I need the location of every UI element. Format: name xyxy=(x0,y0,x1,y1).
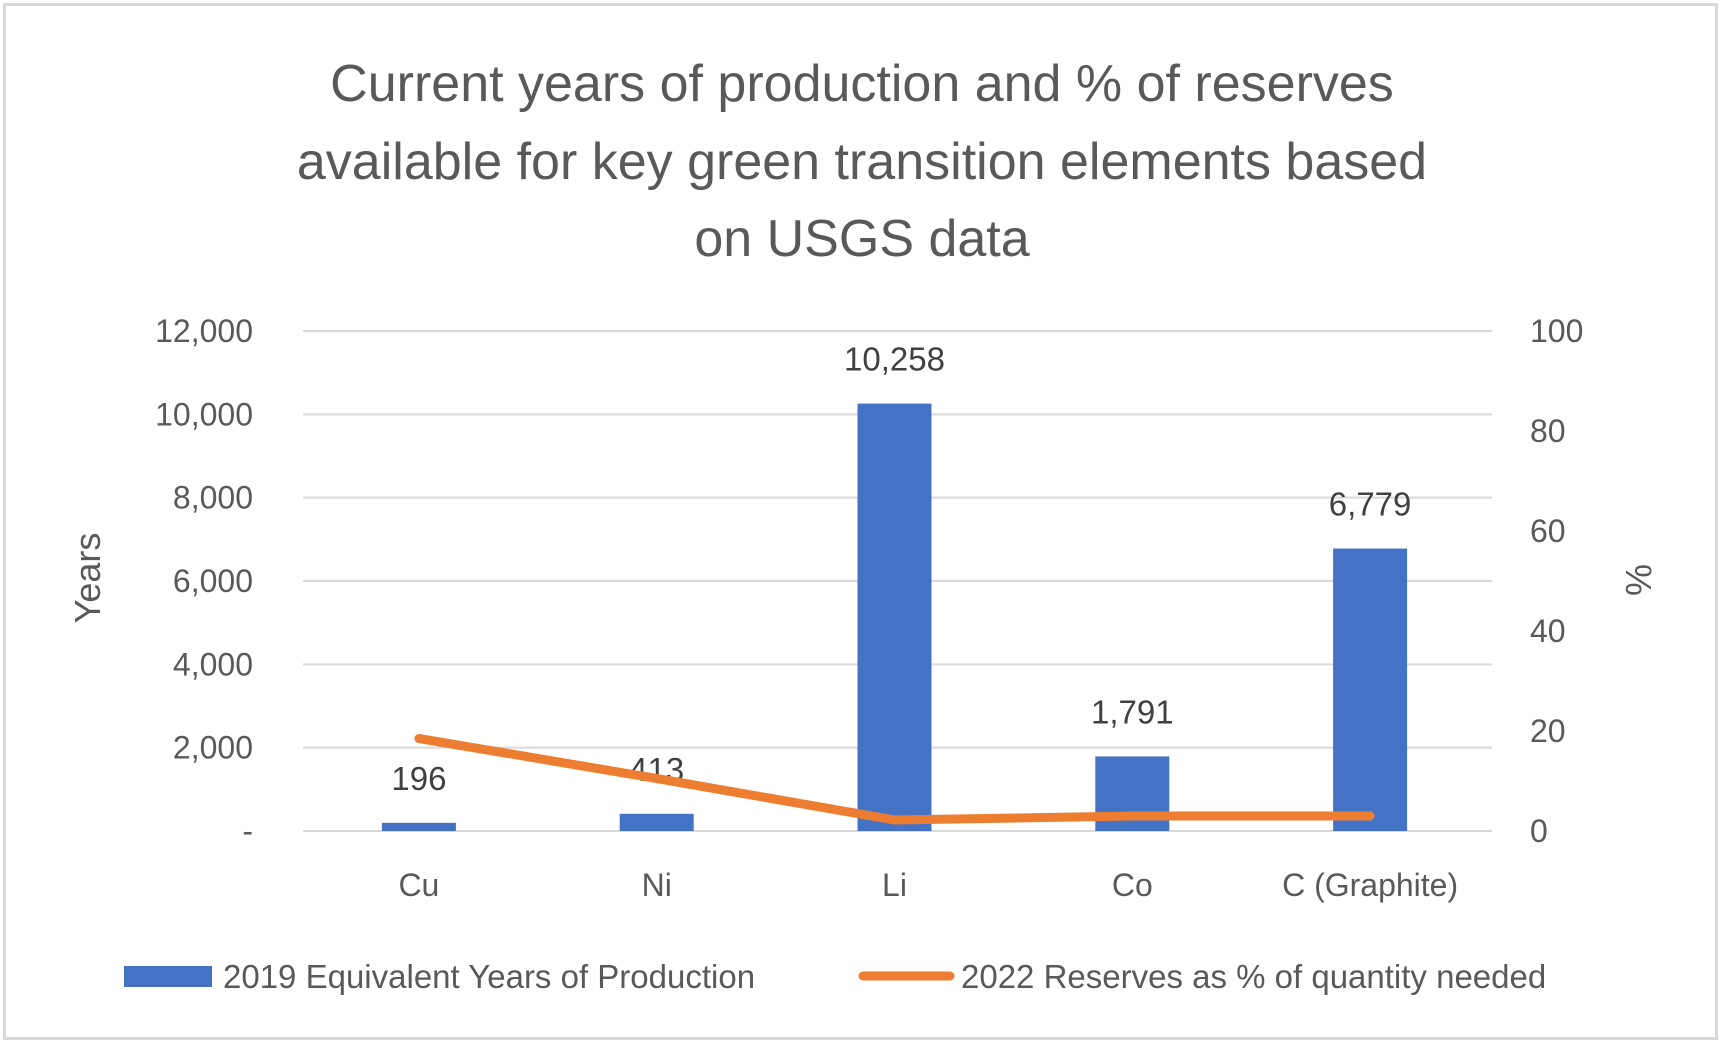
bar-c-graphite xyxy=(1333,548,1408,831)
right-tick-label: 60 xyxy=(1530,513,1566,549)
left-tick-label: 10,000 xyxy=(155,396,253,432)
category-axis-labels: Cu Ni Li Co C (Graphite) xyxy=(398,867,1458,903)
category-label: Cu xyxy=(398,867,439,903)
left-tick-label: 12,000 xyxy=(155,313,253,349)
bar-li xyxy=(857,403,932,831)
left-axis-title: Years xyxy=(67,533,108,624)
right-tick-label: 100 xyxy=(1530,313,1583,349)
chart-title-line-2: available for key green transition eleme… xyxy=(297,133,1427,191)
bar-cu xyxy=(381,822,456,831)
legend-item-line[interactable]: 2022 Reserves as % of quantity needed xyxy=(858,958,1546,995)
category-label: Co xyxy=(1112,867,1153,903)
right-tick-label: 0 xyxy=(1530,813,1548,849)
chart-title-line-3: on USGS data xyxy=(694,210,1029,268)
bar-data-label: 1,791 xyxy=(1091,693,1174,730)
left-tick-label: 4,000 xyxy=(173,646,253,682)
legend-swatch-bar xyxy=(124,966,212,987)
bar-series xyxy=(381,403,1408,831)
chart-title-line-1: Current years of production and % of res… xyxy=(330,55,1394,113)
right-tick-label: 80 xyxy=(1530,413,1566,449)
right-axis-ticks: 0 20 40 60 80 100 xyxy=(1530,313,1583,849)
legend-item-bar[interactable]: 2019 Equivalent Years of Production xyxy=(124,958,755,995)
legend-label-line: 2022 Reserves as % of quantity needed xyxy=(961,958,1546,995)
left-tick-label: - xyxy=(242,813,253,849)
bar-ni xyxy=(619,813,694,831)
right-tick-label: 20 xyxy=(1530,713,1566,749)
category-label: C (Graphite) xyxy=(1282,867,1458,903)
right-axis-title: % xyxy=(1618,564,1659,596)
bar-data-label: 196 xyxy=(391,760,446,797)
category-label: Li xyxy=(882,867,907,903)
legend: 2019 Equivalent Years of Production 2022… xyxy=(124,958,1546,995)
left-tick-label: 8,000 xyxy=(173,480,253,516)
left-tick-label: 6,000 xyxy=(173,563,253,599)
left-axis-ticks: - 2,000 4,000 6,000 8,000 10,000 12,000 xyxy=(155,313,253,849)
category-label: Ni xyxy=(642,867,672,903)
chart-title: Current years of production and % of res… xyxy=(297,55,1427,268)
right-tick-label: 40 xyxy=(1530,613,1566,649)
bar-data-label: 6,779 xyxy=(1329,486,1412,523)
line-series xyxy=(414,734,1375,825)
left-tick-label: 2,000 xyxy=(173,730,253,766)
legend-label-bar: 2019 Equivalent Years of Production xyxy=(223,958,755,995)
bar-data-label: 10,258 xyxy=(844,341,945,378)
